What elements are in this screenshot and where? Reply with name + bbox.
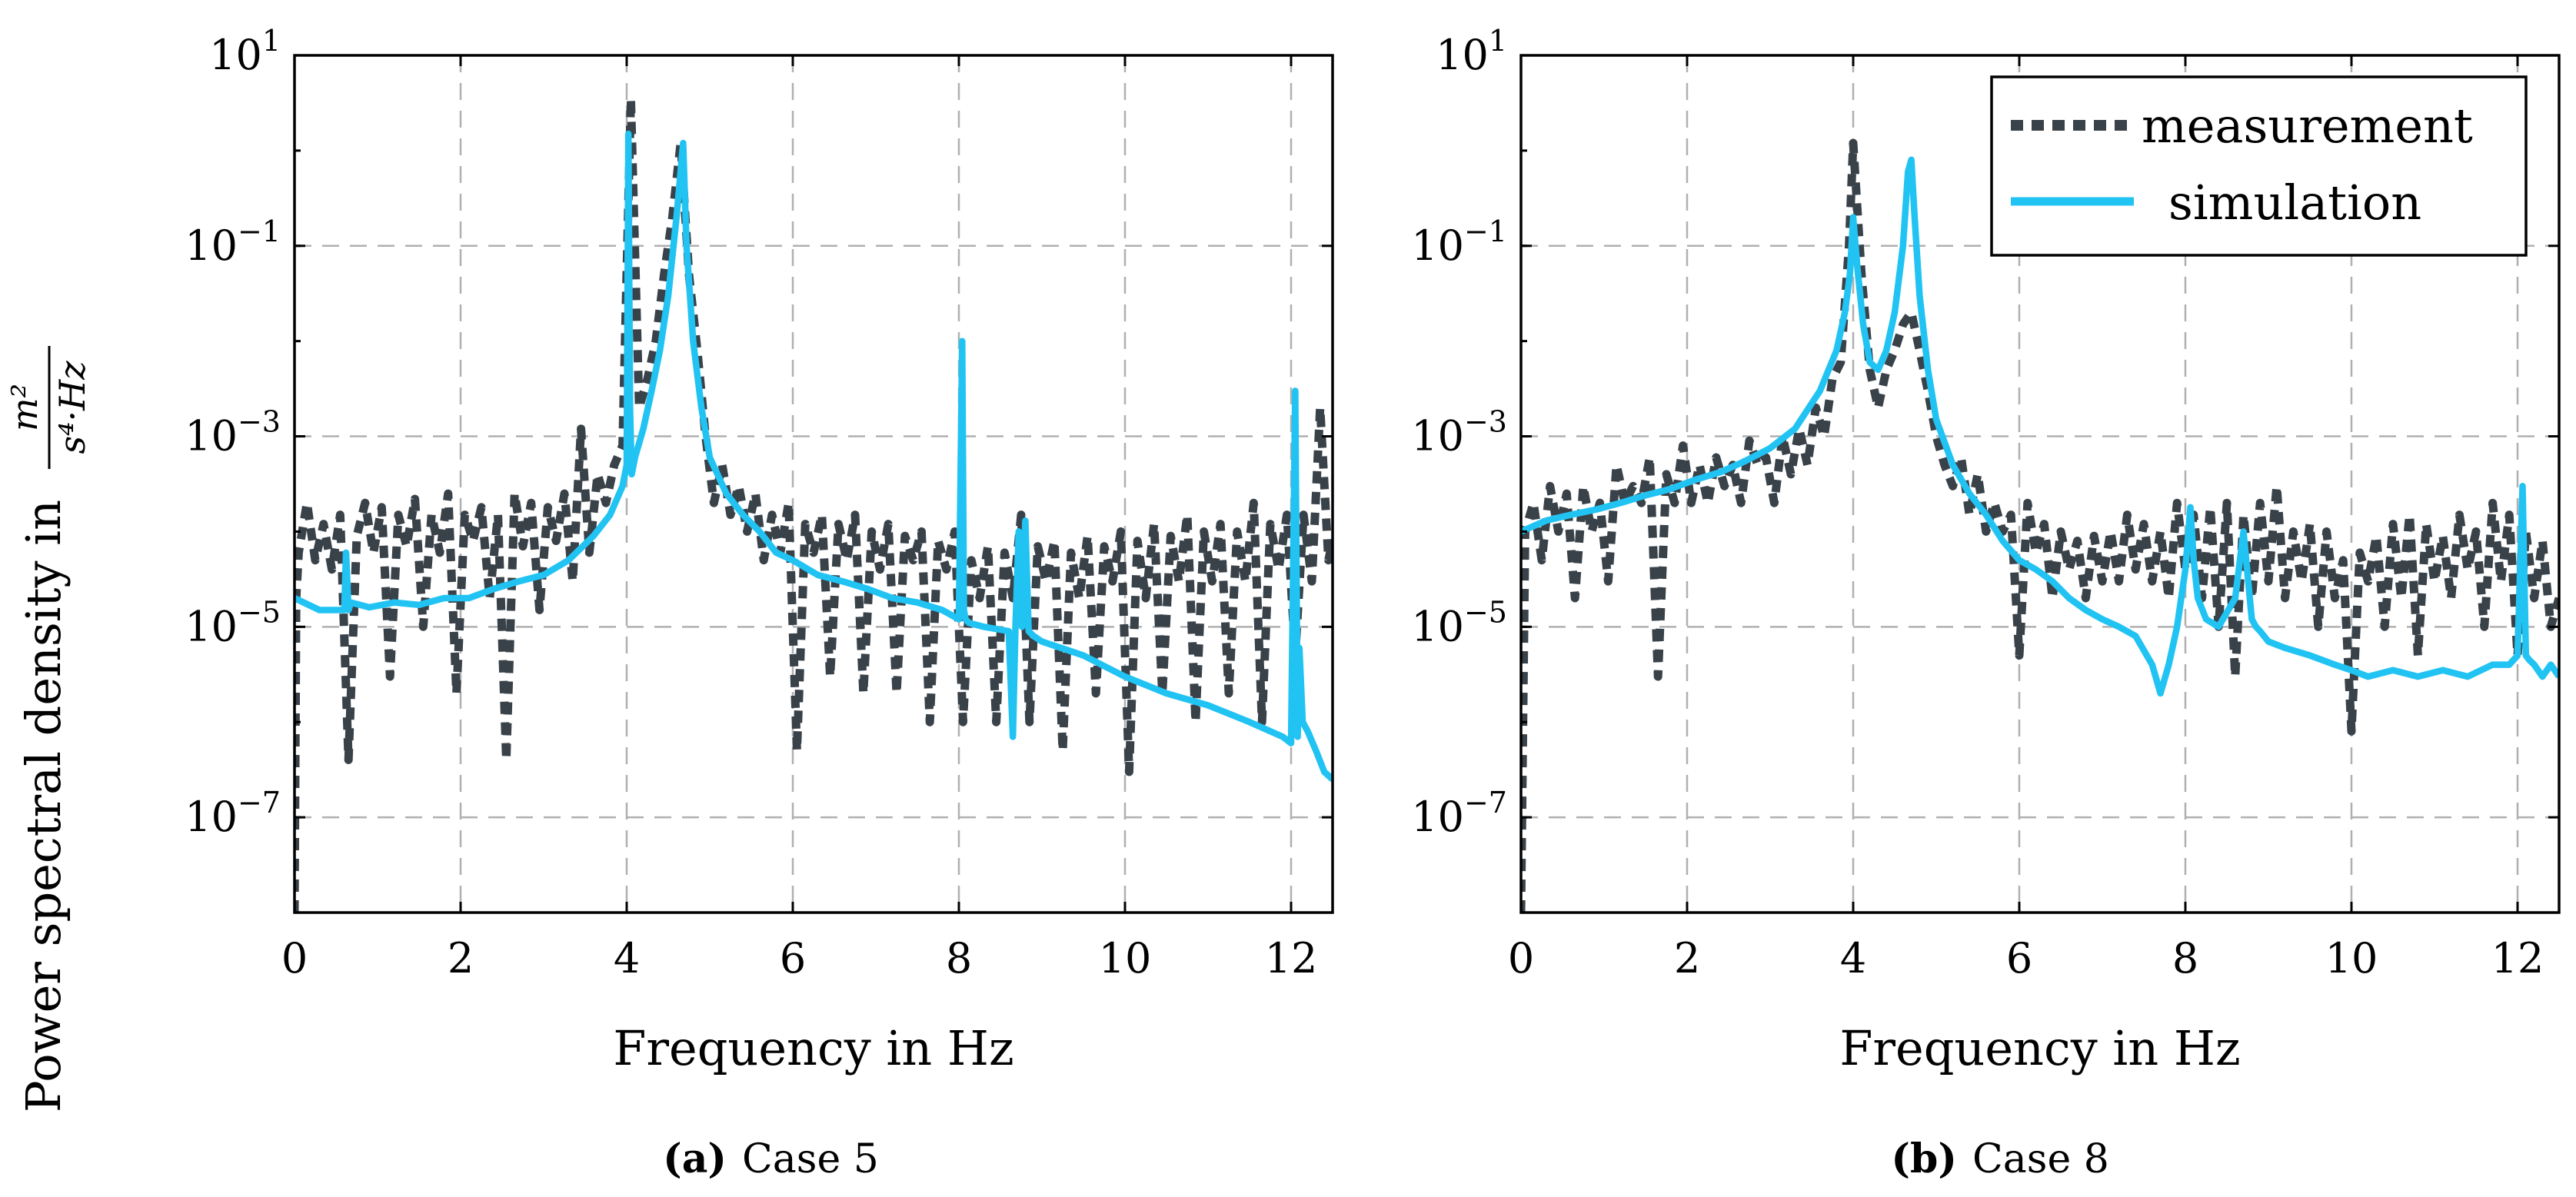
panel-a-ticks: 0 2 4 6 8 10 12 101 10−1 10−3 10−5 10−7 <box>185 24 1333 983</box>
y-tick-label: 101 <box>209 24 281 79</box>
y-axis-title: Power spectral density in m² s⁴·Hz <box>4 346 93 1112</box>
y-axis-unit-denominator: s⁴·Hz <box>52 361 93 454</box>
y-tick-label: 10−3 <box>185 405 281 461</box>
x-tick-label: 8 <box>946 934 972 983</box>
y-axis-unit-numerator: m² <box>4 384 45 431</box>
x-tick-label: 12 <box>1265 934 1318 983</box>
panel-b-caption-text: Case 8 <box>1972 1136 2109 1182</box>
panel-b-series <box>1521 138 2559 913</box>
x-tick-label: 8 <box>2172 934 2198 983</box>
x-tick-label: 10 <box>2325 934 2378 983</box>
x-tick-label: 2 <box>1674 934 1700 983</box>
panel-a-grid <box>295 55 1333 913</box>
series-line-measurement <box>295 95 1333 913</box>
panel-a-x-axis-title: Frequency in Hz <box>613 1020 1013 1076</box>
legend: measurement simulation <box>1990 75 2528 257</box>
y-axis-title-text: Power spectral density in <box>15 500 72 1112</box>
x-tick-label: 10 <box>1099 934 1152 983</box>
y-tick-label: 10−7 <box>185 786 281 841</box>
y-tick-label: 10−1 <box>185 214 281 270</box>
panel-a-caption-text: Case 5 <box>742 1136 879 1182</box>
legend-label-measurement: measurement <box>2142 98 2473 154</box>
panel-a: 0 2 4 6 8 10 12 101 10−1 10−3 10−5 10−7 Frequency i… <box>185 24 1334 1182</box>
panel-a-plot-frame <box>293 54 1334 914</box>
series-line-measurement <box>1521 138 2559 913</box>
x-tick-label: 6 <box>2006 934 2032 983</box>
panel-b: 0 2 4 6 8 10 12 101 10−1 10−3 10−5 10−7 Frequency i… <box>1411 24 2561 1182</box>
x-tick-label: 12 <box>2491 934 2544 983</box>
panel-b-caption: (b) Case 8 <box>1891 1135 2108 1182</box>
panel-b-ticks: 0 2 4 6 8 10 12 101 10−1 10−3 10−5 10−7 <box>1411 24 2559 983</box>
y-tick-label: 10−5 <box>1411 595 1507 650</box>
x-tick-label: 2 <box>448 934 474 983</box>
x-tick-label: 4 <box>1840 934 1866 983</box>
panel-b-x-axis-title: Frequency in Hz <box>1839 1020 2240 1076</box>
y-tick-label: 10−1 <box>1411 214 1507 270</box>
x-tick-label: 0 <box>1508 934 1534 983</box>
panel-b-caption-label: (b) <box>1891 1135 1957 1182</box>
x-tick-label: 4 <box>614 934 640 983</box>
legend-label-simulation: simulation <box>2168 175 2421 231</box>
panel-a-caption-label: (a) <box>663 1135 727 1182</box>
legend-box <box>1990 75 2528 257</box>
y-tick-label: 10−3 <box>1411 405 1507 461</box>
panel-a-caption: (a) Case 5 <box>663 1135 879 1182</box>
x-tick-label: 6 <box>780 934 806 983</box>
y-tick-label: 101 <box>1436 24 1507 79</box>
series-line-simulation <box>1521 156 2559 697</box>
panel-a-series <box>295 95 1333 913</box>
y-tick-label: 10−5 <box>185 595 281 650</box>
y-tick-label: 10−7 <box>1411 786 1507 841</box>
panel-b-plot-frame <box>1519 54 2561 914</box>
series-line-simulation <box>295 130 1333 782</box>
x-tick-label: 0 <box>281 934 308 983</box>
